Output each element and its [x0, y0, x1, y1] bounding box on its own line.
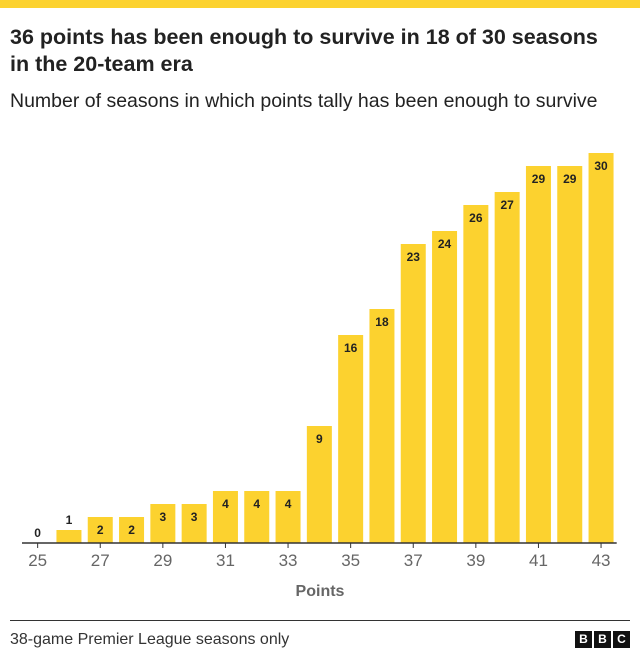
- x-tick-label: 35: [341, 551, 360, 570]
- bar: [588, 153, 614, 543]
- data-label: 3: [191, 510, 198, 524]
- source-note: 38-game Premier League seasons only: [10, 631, 290, 648]
- data-label: 27: [500, 198, 514, 212]
- bar: [150, 504, 176, 543]
- bar: [494, 192, 520, 543]
- x-tick-label: 29: [153, 551, 172, 570]
- x-axis-label: Points: [296, 583, 345, 600]
- bar: [400, 244, 426, 543]
- bar: [369, 309, 395, 543]
- x-tick-label: 41: [529, 551, 548, 570]
- data-label: 4: [222, 497, 229, 511]
- bbc-logo-letter: B: [594, 631, 611, 648]
- bar: [557, 166, 583, 543]
- x-tick-label: 33: [279, 551, 298, 570]
- data-label: 4: [253, 497, 260, 511]
- data-label: 2: [128, 523, 135, 537]
- top-accent-bar: [0, 0, 640, 8]
- data-label: 2: [97, 523, 104, 537]
- x-tick-label: 25: [28, 551, 47, 570]
- bar: [306, 426, 332, 543]
- data-label: 29: [532, 172, 546, 186]
- x-tick-label: 43: [592, 551, 611, 570]
- x-tick-label: 31: [216, 551, 235, 570]
- bar: [87, 517, 113, 543]
- bar: [338, 335, 364, 543]
- data-label: 24: [438, 237, 452, 251]
- bar: [181, 504, 207, 543]
- data-label: 23: [407, 250, 421, 264]
- bbc-logo: B B C: [575, 631, 630, 648]
- data-label: 3: [160, 510, 167, 524]
- data-label: 18: [375, 315, 389, 329]
- bar: [525, 166, 551, 543]
- bbc-logo-letter: B: [575, 631, 592, 648]
- data-label: 9: [316, 432, 323, 446]
- chart-subtitle: Number of seasons in which points tally …: [10, 90, 598, 112]
- chart-title: 36 points has been enough to survive in …: [10, 25, 598, 76]
- x-tick-label: 39: [466, 551, 485, 570]
- bar: [244, 491, 270, 543]
- bar: [119, 517, 145, 543]
- bar: [56, 530, 82, 543]
- footer-divider: [10, 620, 630, 621]
- data-label: 26: [469, 211, 483, 225]
- x-tick-label: 27: [91, 551, 110, 570]
- bar: [212, 491, 238, 543]
- data-label: 1: [66, 513, 73, 527]
- data-label: 16: [344, 341, 358, 355]
- bar: [432, 231, 458, 543]
- bbc-logo-letter: C: [613, 631, 630, 648]
- data-label: 0: [34, 526, 41, 540]
- data-label: 30: [594, 159, 608, 173]
- bar: [463, 205, 489, 543]
- data-label: 29: [563, 172, 577, 186]
- x-tick-label: 37: [404, 551, 423, 570]
- bar: [275, 491, 301, 543]
- data-label: 4: [285, 497, 292, 511]
